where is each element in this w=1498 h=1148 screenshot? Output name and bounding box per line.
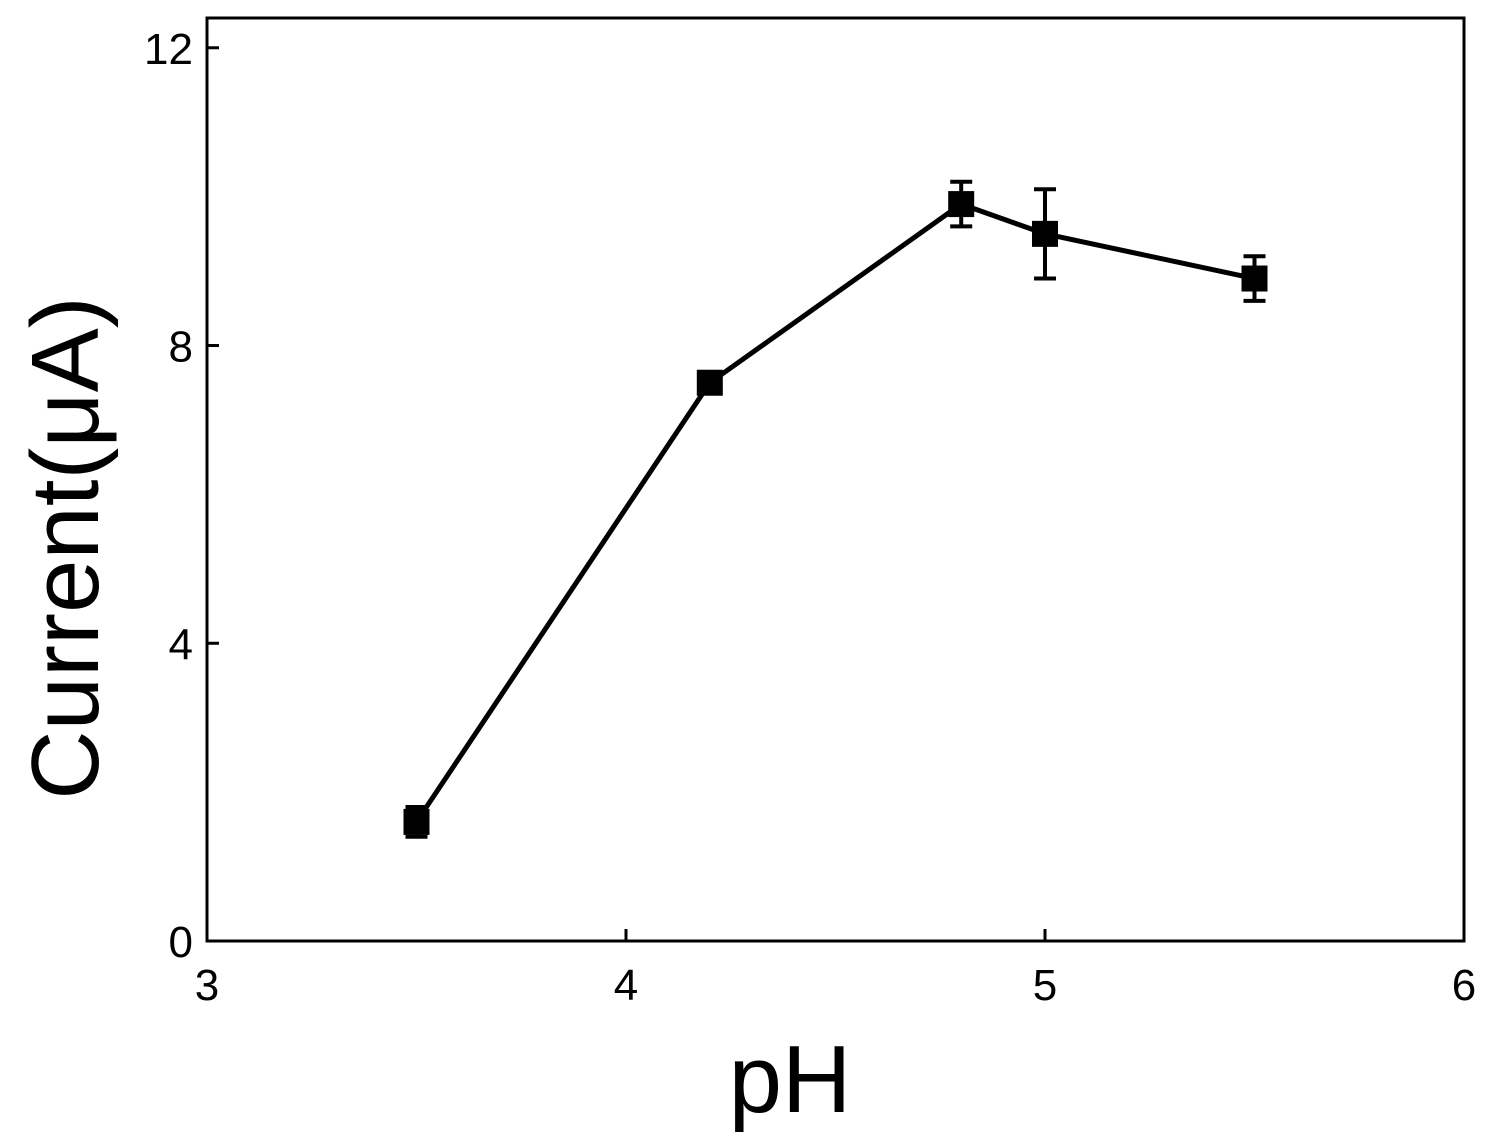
y-tick-label: 8	[169, 323, 193, 372]
plot-frame	[205, 16, 1466, 943]
x-tick-label: 6	[1452, 961, 1476, 1010]
x-tick-label: 3	[195, 961, 219, 1010]
data-point	[1241, 265, 1268, 292]
tick-labels: 3 4 5 6 0 4 8 12	[144, 25, 1476, 1010]
y-axis-title: Current(μA)	[12, 296, 119, 799]
plot-marks	[403, 179, 1268, 839]
tick-marks	[205, 46, 1466, 943]
data-point	[948, 191, 975, 218]
y-tick-label: 4	[169, 620, 193, 669]
x-axis-title: pH	[729, 1026, 852, 1133]
data-point	[696, 369, 723, 396]
x-tick-label: 4	[614, 961, 638, 1010]
data-point	[403, 808, 430, 835]
y-tick-label: 12	[144, 25, 193, 74]
data-point	[1032, 220, 1058, 247]
series-line	[414, 201, 1256, 824]
y-tick-label: 0	[169, 918, 193, 967]
x-tick-label: 5	[1033, 961, 1057, 1010]
